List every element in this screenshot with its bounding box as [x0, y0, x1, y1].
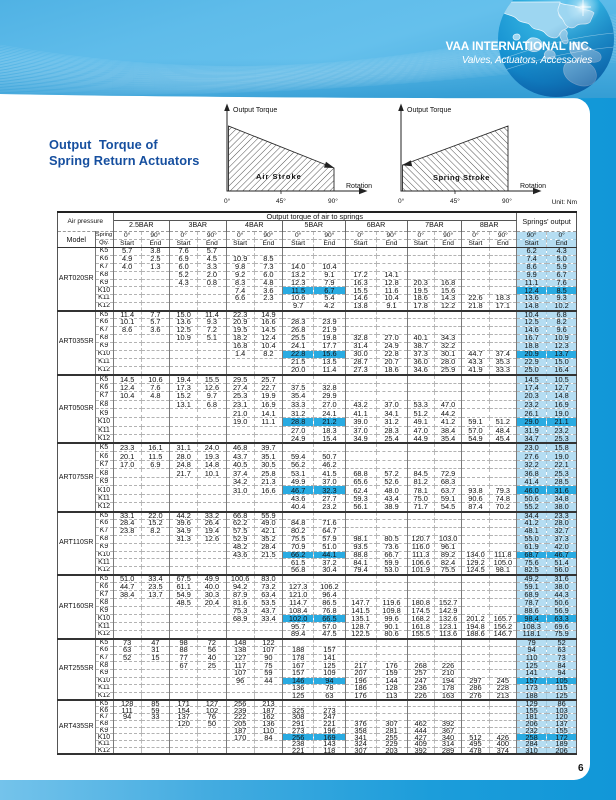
svg-text:0°: 0°: [224, 197, 231, 205]
svg-text:90°: 90°: [502, 197, 512, 205]
svg-text:45°: 45°: [450, 197, 460, 205]
svg-text:Output Torque: Output Torque: [233, 107, 277, 114]
svg-text:0°: 0°: [398, 197, 405, 205]
svg-text:Air Stroke: Air Stroke: [256, 172, 302, 181]
svg-text:Rotation: Rotation: [520, 183, 546, 190]
svg-text:90°: 90°: [328, 197, 338, 205]
svg-text:45°: 45°: [276, 197, 286, 205]
svg-text:Output Torque: Output Torque: [407, 107, 451, 114]
svg-text:Rotation: Rotation: [346, 183, 372, 190]
svg-text:Spring Stroke: Spring Stroke: [433, 173, 490, 182]
